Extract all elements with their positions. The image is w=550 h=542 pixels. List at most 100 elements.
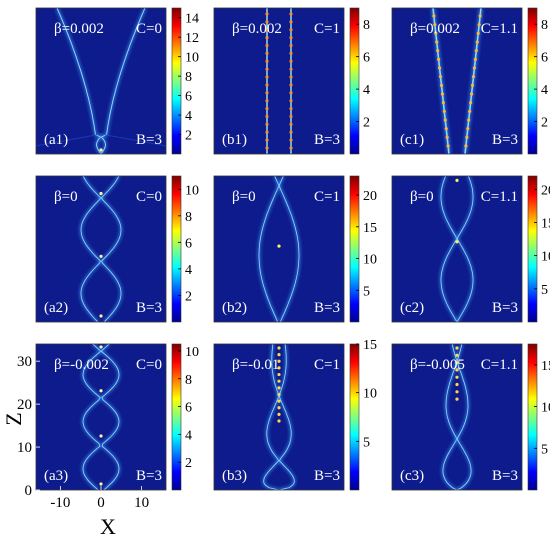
hotspot (438, 75, 443, 79)
hotspot (455, 346, 459, 350)
shared-axes: X Z -10 0 10 0 10 20 30 (1, 354, 149, 539)
beta-label: β=0 (54, 189, 78, 205)
colorbar-tick-label: 8 (363, 18, 370, 33)
hotspot (99, 314, 103, 318)
hotspot (444, 127, 448, 131)
colorbar-tick-label: 14 (185, 12, 199, 27)
heatmap-panel-c2: β=0 C=1.1 (c2) B=3 5 10 15 20 (391, 175, 550, 323)
hotspot (464, 144, 468, 148)
beta-label: β=-0.002 (54, 357, 109, 373)
hotspot (277, 412, 281, 416)
beam-core-0 (56, 8, 102, 154)
panel-id-label: (c2) (400, 300, 424, 316)
beam-core-0 (82, 344, 102, 490)
colorbar-tick-label: 12 (185, 31, 199, 46)
hotspot (289, 83, 293, 87)
hotspot (265, 59, 269, 63)
colorbar-tick-label: 5 (363, 284, 370, 299)
colorbar-tick-label: 8 (541, 18, 548, 33)
colorbar-tick-label: 10 (363, 253, 377, 268)
panel-frame (391, 175, 523, 323)
hotspot (265, 106, 269, 111)
heatmap-panel-b3: β=-0.01 C=1 (b3) B=3 5 10 15 (213, 338, 377, 491)
colorbar (349, 7, 360, 155)
hotspot (437, 57, 441, 61)
c-label: C=1 (314, 357, 340, 373)
hotspot (468, 109, 472, 113)
beam-field (441, 344, 473, 490)
hotspot (99, 254, 103, 258)
hotspot (99, 389, 103, 393)
hotspot (475, 40, 479, 44)
hotspot (455, 178, 459, 182)
heatmap-panel-b2: β=0 C=1 (b2) B=3 5 10 15 20 (213, 175, 377, 323)
hotspot (289, 91, 293, 95)
beam-field (439, 176, 475, 322)
hotspot (99, 345, 103, 349)
colorbar (349, 175, 360, 323)
colorbar-tick-label: 5 (541, 442, 548, 457)
colorbar-tick-label: 15 (363, 221, 377, 236)
hotspot (277, 392, 281, 397)
beta-label: β=0.002 (54, 21, 104, 37)
colorbar-tick-label: 6 (185, 236, 192, 251)
colorbar-tick-label: 20 (363, 189, 377, 204)
heatmap-background (392, 8, 522, 154)
c-label: C=1 (314, 21, 340, 37)
colorbar-tick-label: 4 (185, 263, 192, 278)
colorbar-tick-label: 6 (185, 401, 192, 416)
beam-field (264, 8, 294, 154)
y-axis-label: Z (1, 412, 26, 425)
hotspot (277, 379, 281, 383)
panel-id-label: (a3) (44, 468, 68, 484)
hotspot (469, 101, 473, 105)
panel-id-label: (c3) (400, 468, 424, 484)
b-label: B=3 (136, 132, 162, 148)
colorbar-tick-label: 8 (185, 210, 192, 225)
hotspot (277, 366, 281, 370)
hotspot (470, 83, 475, 87)
colorbar-tick-label: 10 (185, 183, 199, 198)
hotspot (455, 382, 459, 387)
colorbar-tick-label: 4 (185, 109, 192, 124)
hotspot (265, 83, 269, 87)
hotspot (277, 353, 281, 357)
b-label: B=3 (492, 132, 518, 148)
beam-core-0 (258, 176, 280, 322)
hotspot (441, 101, 445, 105)
panel-id-label: (c1) (400, 132, 424, 148)
hotspot (277, 359, 281, 363)
c-label: C=1.1 (481, 189, 518, 205)
c-label: C=0 (136, 21, 162, 37)
beam-core-1 (278, 176, 300, 322)
beam-core-0 (80, 176, 102, 322)
hotspot (432, 14, 436, 18)
colorbar-tick-label: 15 (541, 216, 550, 231)
hotspot (289, 146, 293, 150)
beam-field (261, 344, 297, 490)
hotspot (472, 66, 477, 70)
hotspot (443, 118, 447, 122)
hotspot (277, 346, 281, 350)
colorbar-tick-label: 5 (541, 283, 548, 298)
hotspot (277, 244, 281, 248)
beam-core-0 (442, 344, 458, 490)
hotspot (265, 122, 269, 126)
hotspot (289, 12, 293, 16)
beta-label: β=0 (410, 189, 434, 205)
hotspot (265, 138, 269, 142)
hotspot (99, 482, 103, 486)
colorbar-tick-label: 4 (541, 83, 548, 98)
c-label: C=1 (314, 189, 340, 205)
beam-field (81, 344, 121, 490)
heatmap-panel-a2: β=0 C=0 (a2) B=3 2 4 6 8 10 (35, 175, 199, 323)
heatmap-background (392, 176, 522, 322)
colorbar (527, 343, 538, 491)
hotspot (455, 397, 459, 401)
b-label: B=3 (136, 300, 162, 316)
hotspot (433, 23, 437, 27)
hotspot (265, 130, 269, 134)
x-tick-label: 0 (97, 495, 105, 511)
beam-core-0 (263, 344, 280, 490)
hotspot (289, 59, 293, 63)
